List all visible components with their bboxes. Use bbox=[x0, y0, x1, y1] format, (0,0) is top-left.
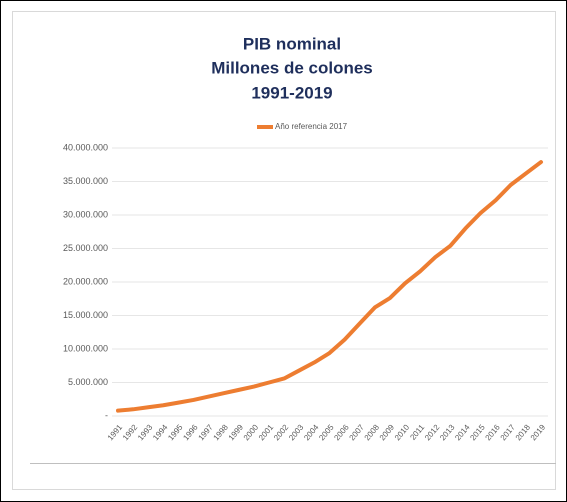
y-tick-label: 35.000.000 bbox=[63, 176, 108, 186]
series-line bbox=[116, 160, 543, 413]
chart-title: PIB nominal bbox=[243, 34, 341, 53]
y-tick-label: 30.000.000 bbox=[63, 209, 108, 219]
chart-subtitle: Millones de colones bbox=[211, 58, 373, 77]
y-tick-label: 25.000.000 bbox=[63, 243, 108, 253]
legend-label: Año referencia 2017 bbox=[275, 122, 348, 131]
y-tick-label: 20.000.000 bbox=[63, 276, 108, 286]
y-tick-label: 5.000.000 bbox=[68, 377, 108, 387]
chart-subtitle: 1991-2019 bbox=[251, 83, 332, 102]
y-tick-label: 40.000.000 bbox=[63, 142, 108, 152]
y-tick-label: 10.000.000 bbox=[63, 343, 108, 353]
y-tick-label: 15.000.000 bbox=[63, 310, 108, 320]
y-tick-label: - bbox=[105, 410, 108, 420]
inner-frame bbox=[12, 11, 556, 490]
